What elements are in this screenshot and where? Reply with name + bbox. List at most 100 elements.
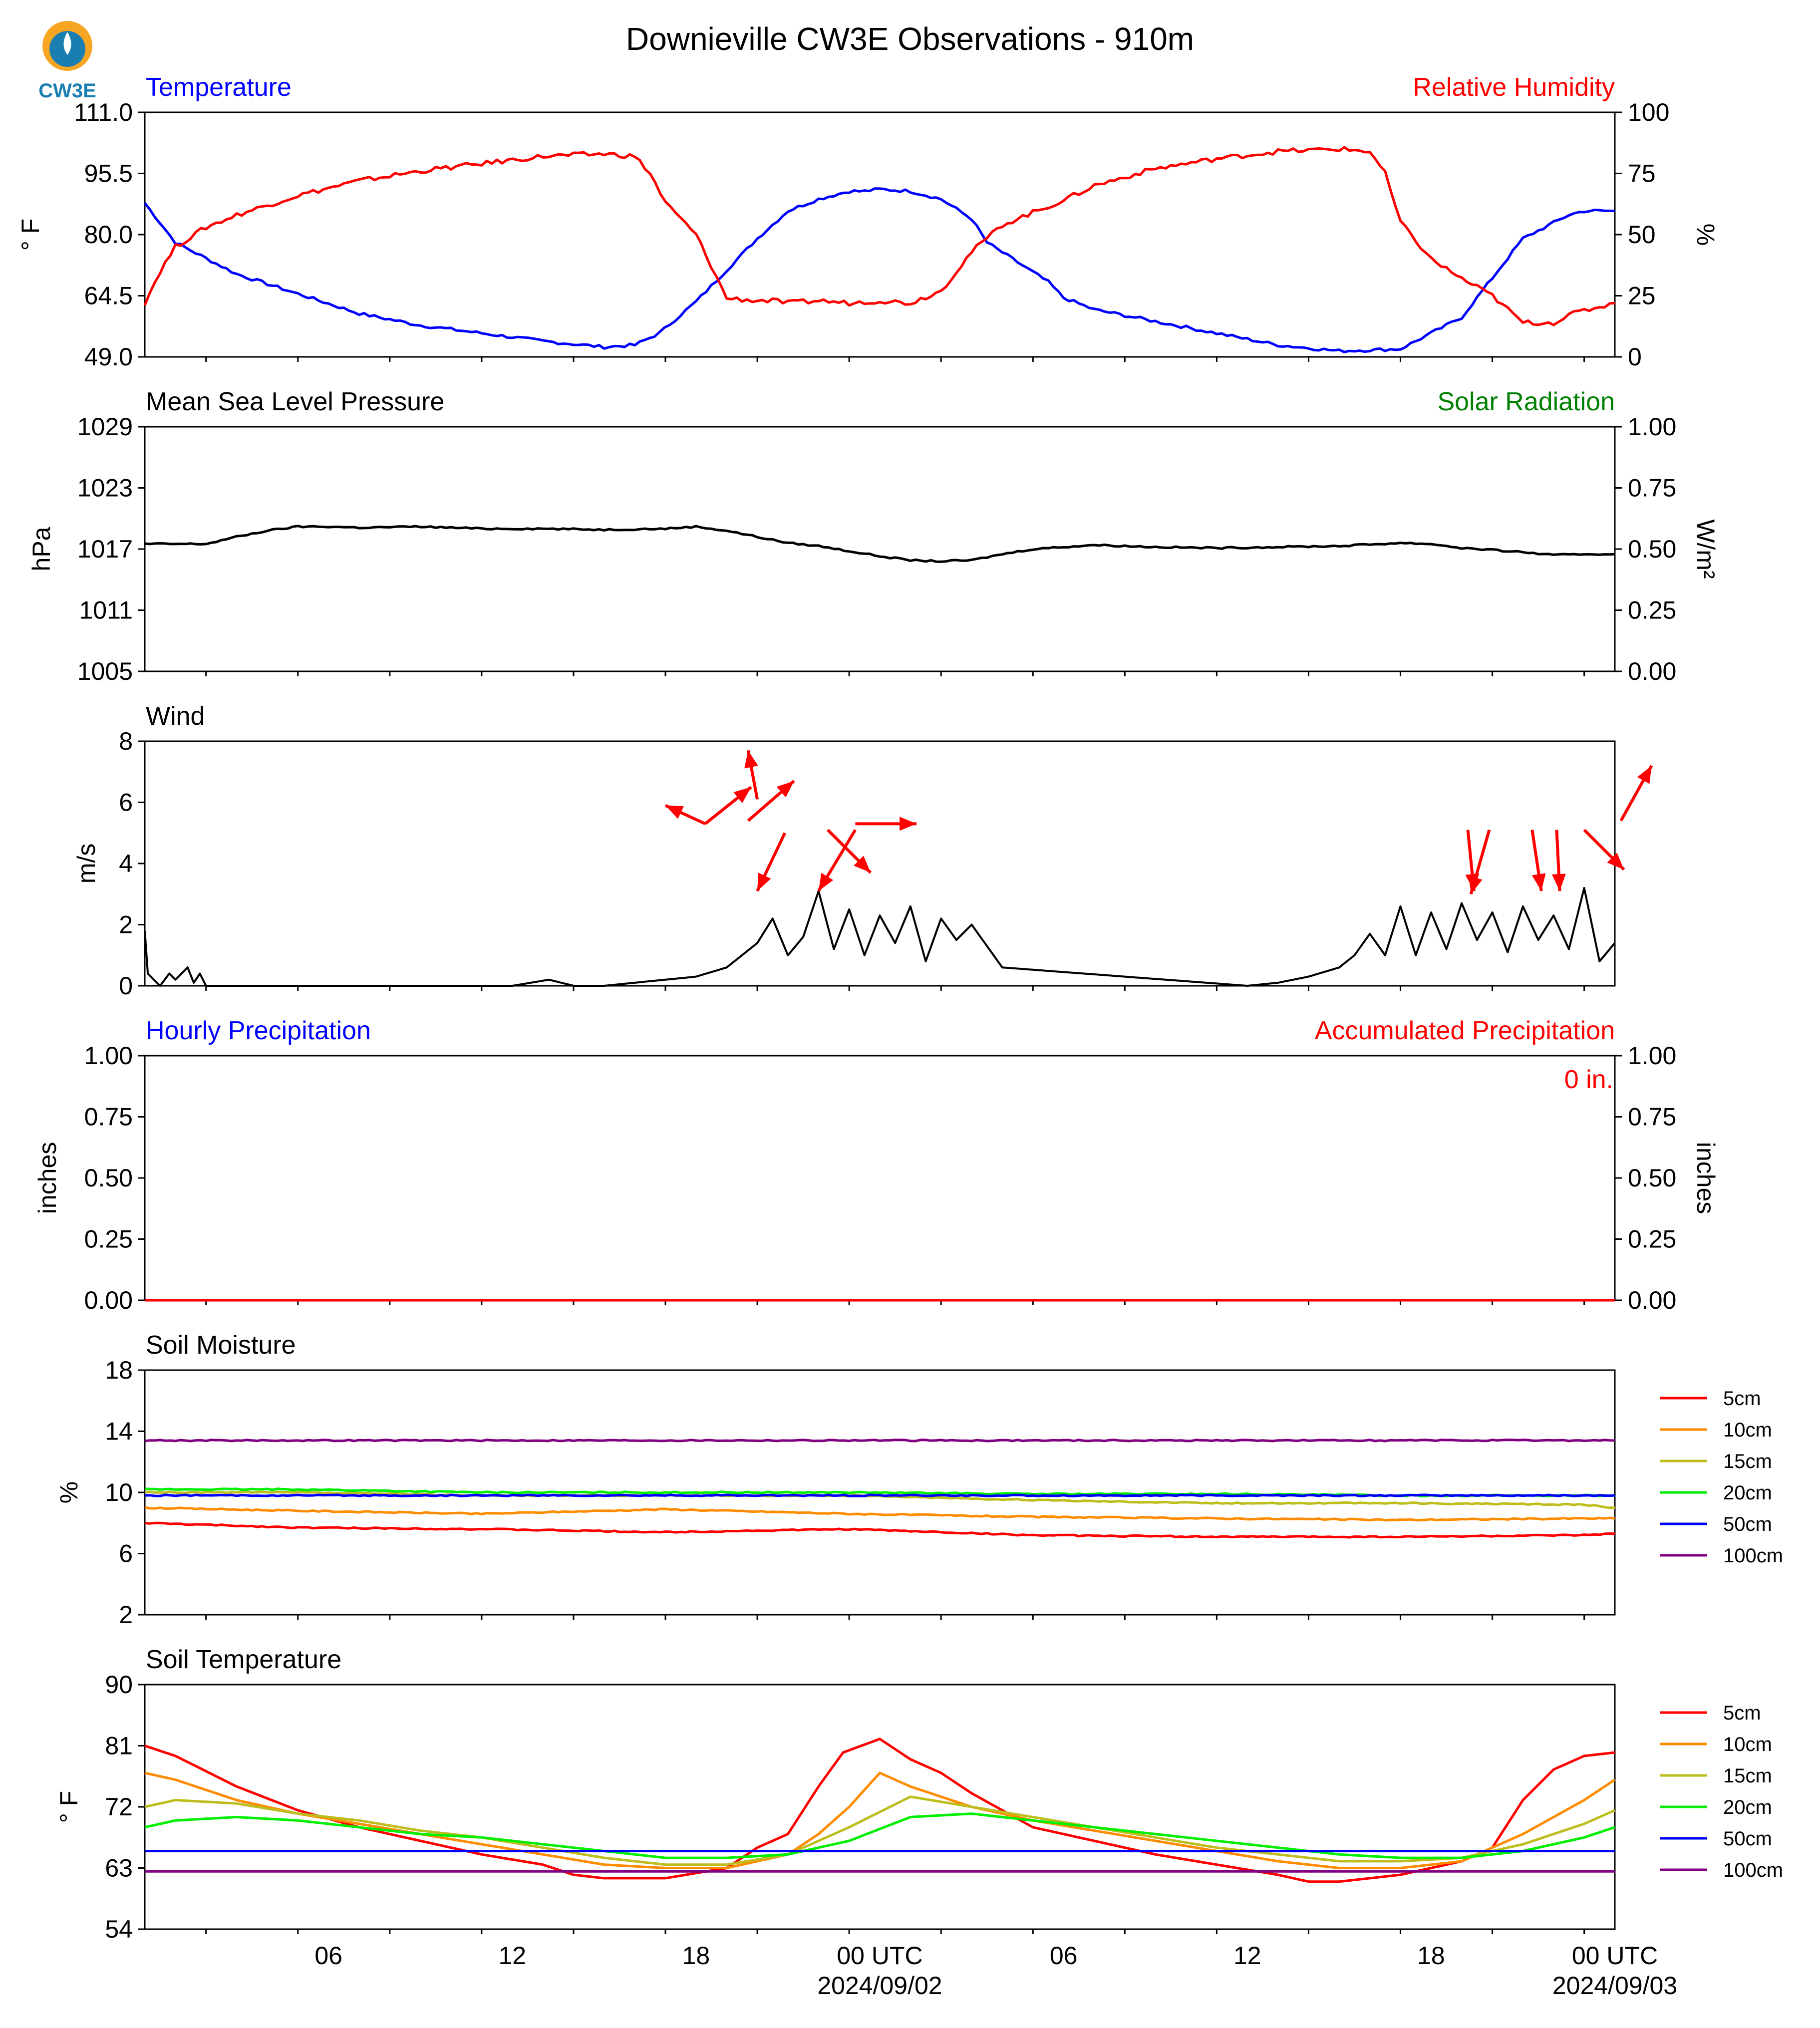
y-tick-label-left: 8 bbox=[119, 727, 133, 755]
y-tick-label-left: 111.0 bbox=[74, 98, 133, 126]
soil-moisture-axis-label: % bbox=[55, 1481, 83, 1503]
y-tick-label-right: 0 bbox=[1628, 343, 1642, 371]
wind-arrow-head bbox=[1469, 875, 1483, 894]
wind-arrow-head bbox=[1531, 873, 1546, 891]
series-line-black bbox=[144, 525, 1615, 563]
y-tick-label-left: 54 bbox=[105, 1915, 133, 1943]
cw3e-logo: CW3E bbox=[38, 21, 96, 102]
legend-label-20cm: 20cm bbox=[1723, 1796, 1772, 1818]
precip-axis-label-right: inches bbox=[1692, 1142, 1720, 1214]
y-tick-label-right: 0.00 bbox=[1628, 1286, 1676, 1314]
y-tick-label-left: 0 bbox=[119, 972, 133, 1000]
series-line-5cm bbox=[144, 1738, 1615, 1883]
series-line-10cm bbox=[144, 1771, 1616, 1869]
y-tick-label-left: 4 bbox=[119, 850, 133, 877]
pressure-title: Mean Sea Level Pressure bbox=[146, 387, 444, 416]
logo-droplet-icon bbox=[63, 32, 71, 55]
wind-arrow-head bbox=[1607, 853, 1624, 870]
x-tick-label: 18 bbox=[682, 1942, 710, 1970]
x-tick-label: 00 UTC bbox=[1572, 1942, 1658, 1970]
humidity-axis-label: % bbox=[1692, 224, 1720, 246]
wind-arrow-head bbox=[757, 872, 771, 891]
legend-label-15cm: 15cm bbox=[1723, 1765, 1772, 1787]
y-tick-label-right: 1.00 bbox=[1628, 1042, 1676, 1070]
x-tick-label: 18 bbox=[1417, 1942, 1445, 1970]
y-tick-label-right: 0.25 bbox=[1628, 1225, 1676, 1253]
y-tick-label-left: 72 bbox=[105, 1793, 133, 1821]
panel-frame bbox=[144, 426, 1616, 672]
series-line-10cm bbox=[144, 1506, 1615, 1522]
series-line-red bbox=[143, 146, 1615, 326]
legend-label-5cm: 5cm bbox=[1723, 1702, 1761, 1724]
series-line-20cm bbox=[144, 1812, 1615, 1859]
panel-frame bbox=[144, 740, 1616, 987]
soil-moisture-title: Soil Moisture bbox=[146, 1331, 296, 1360]
panel-frame bbox=[144, 1055, 1616, 1301]
legend-label-10cm: 10cm bbox=[1723, 1734, 1772, 1755]
soil-temperature-axis-label: ° F bbox=[55, 1791, 83, 1823]
y-tick-label-left: 6 bbox=[119, 789, 133, 817]
y-tick-label-left: 90 bbox=[105, 1671, 133, 1699]
wind-arrow-head bbox=[665, 805, 684, 819]
y-tick-label-left: 1011 bbox=[79, 596, 133, 624]
legend-label-15cm: 15cm bbox=[1723, 1450, 1772, 1472]
y-tick-label-left: 1005 bbox=[77, 657, 133, 685]
legend-label-10cm: 10cm bbox=[1723, 1419, 1772, 1441]
x-tick-label: 00 UTC bbox=[837, 1942, 922, 1970]
wind-arrow-head bbox=[818, 872, 834, 891]
y-tick-label-left: 80.0 bbox=[84, 221, 133, 249]
wind-axis-label: m/s bbox=[72, 844, 100, 884]
y-tick-label-right: 50 bbox=[1628, 221, 1656, 249]
y-tick-label-right: 0.50 bbox=[1628, 1164, 1676, 1192]
y-tick-label-right: 1.00 bbox=[1628, 413, 1676, 441]
legend-label-100cm: 100cm bbox=[1723, 1859, 1783, 1881]
y-tick-label-left: 64.5 bbox=[84, 282, 133, 310]
y-tick-label-right: 0.00 bbox=[1628, 657, 1676, 685]
wind-panel: Wind m/s 8 6 4 2 0 bbox=[72, 702, 1653, 1000]
legend-label-20cm: 20cm bbox=[1723, 1482, 1772, 1504]
series-line-5cm bbox=[144, 1521, 1615, 1539]
y-tick-label-left: 10 bbox=[105, 1478, 133, 1506]
wind-arrow-head bbox=[1637, 766, 1652, 784]
legend-label-100cm: 100cm bbox=[1723, 1545, 1783, 1567]
wind-arrow-head bbox=[900, 817, 917, 831]
y-tick-label-left: 6 bbox=[119, 1540, 133, 1568]
temperature-axis-label: ° F bbox=[16, 219, 44, 251]
y-tick-label-left: 49.0 bbox=[84, 343, 133, 371]
precipitation-panel: Hourly Precipitation Accumulated Precipi… bbox=[33, 1016, 1720, 1314]
y-tick-label-right: 100 bbox=[1628, 98, 1669, 126]
panel-frame bbox=[144, 1684, 1616, 1930]
accum-precip-title: Accumulated Precipitation bbox=[1315, 1016, 1615, 1045]
y-tick-label-right: 0.75 bbox=[1628, 1103, 1676, 1131]
legend-label-50cm: 50cm bbox=[1723, 1513, 1772, 1535]
y-tick-label-left: 81 bbox=[105, 1732, 133, 1760]
wind-arrow-head bbox=[776, 781, 794, 798]
hourly-precip-title: Hourly Precipitation bbox=[146, 1016, 371, 1045]
series-line-15cm bbox=[144, 1795, 1616, 1866]
logo-text: CW3E bbox=[38, 80, 96, 102]
solar-radiation-title: Solar Radiation bbox=[1437, 387, 1615, 416]
humidity-title: Relative Humidity bbox=[1413, 73, 1615, 102]
y-tick-label-left: 0.00 bbox=[84, 1286, 133, 1314]
pressure-panel: Mean Sea Level Pressure Solar Radiation … bbox=[27, 387, 1720, 685]
temperature-humidity-panel: Temperature Relative Humidity ° F % 111.… bbox=[16, 73, 1720, 371]
temperature-title: Temperature bbox=[146, 73, 292, 102]
wind-arrow-head bbox=[1551, 873, 1566, 891]
x-date-label: 2024/09/03 bbox=[1552, 1972, 1677, 2000]
wind-arrow-head bbox=[854, 856, 871, 873]
soil-temperature-panel: Soil Temperature ° F 90 81 72 63 54 bbox=[55, 1645, 1616, 1943]
wind-arrow-head bbox=[744, 750, 758, 769]
legend-label-50cm: 50cm bbox=[1723, 1828, 1772, 1850]
precip-axis-label-left: inches bbox=[33, 1142, 61, 1214]
y-tick-label-left: 2 bbox=[119, 1601, 133, 1629]
y-tick-label-left: 0.25 bbox=[84, 1225, 133, 1253]
series-line-black bbox=[144, 887, 1616, 987]
x-tick-label: 06 bbox=[314, 1942, 342, 1970]
y-tick-label-left: 0.75 bbox=[84, 1103, 133, 1131]
legend-label-5cm: 5cm bbox=[1723, 1388, 1761, 1410]
y-tick-label-left: 0.50 bbox=[84, 1164, 133, 1192]
soil-moisture-legend: 5cm 10cm 15cm 20cm 50cm 100cm bbox=[1660, 1388, 1783, 1567]
x-tick-label: 06 bbox=[1050, 1942, 1078, 1970]
y-tick-label-right: 0.25 bbox=[1628, 596, 1676, 624]
